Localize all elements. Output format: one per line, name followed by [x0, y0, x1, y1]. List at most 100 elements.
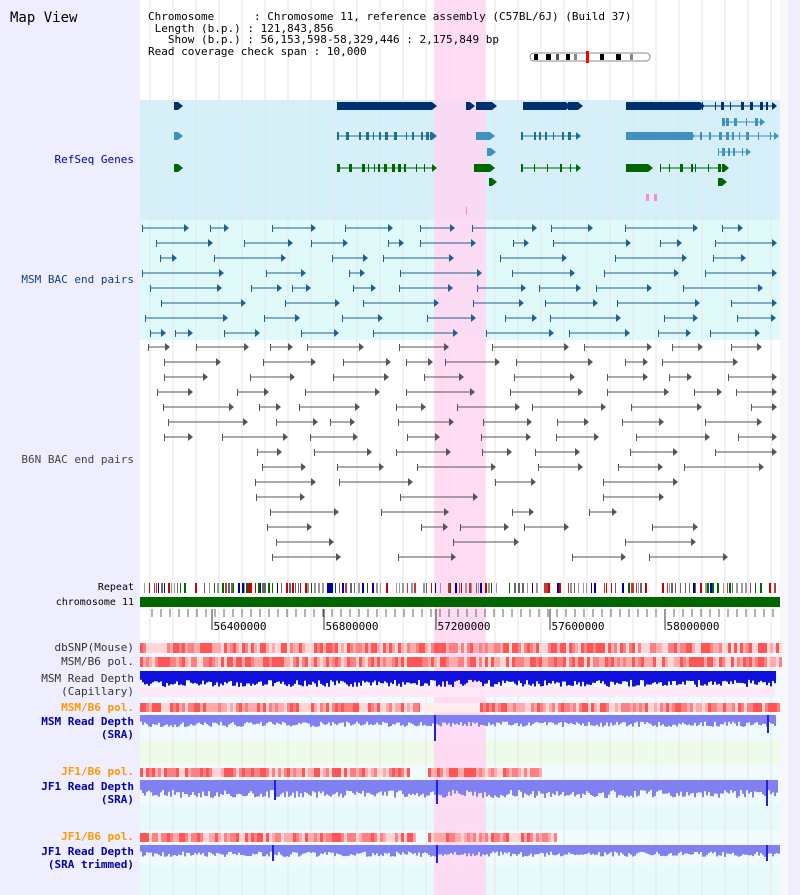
heat-cell — [746, 643, 749, 653]
heat-cell — [777, 703, 780, 712]
depth-bar — [558, 715, 560, 723]
heat-cell — [179, 833, 182, 842]
depth-bar — [222, 715, 224, 726]
depth-bar — [190, 780, 192, 795]
depth-bar — [164, 715, 166, 726]
jf1-depth-sra-label-1[interactable]: JF1 Read Depth — [41, 780, 134, 793]
depth-bar — [150, 715, 152, 727]
heat-cell — [398, 703, 401, 712]
depth-bar — [616, 671, 618, 683]
bac-end — [163, 404, 164, 411]
depth-bar — [486, 780, 488, 797]
depth-bar — [220, 715, 222, 722]
heat-cell — [191, 833, 194, 842]
heat-cell — [239, 703, 242, 712]
msm-bac-label[interactable]: MSM BAC end pairs — [21, 273, 134, 286]
bac-end-arrow — [564, 523, 569, 531]
depth-bar — [510, 780, 512, 790]
gene-exon — [722, 164, 725, 172]
depth-bar — [214, 671, 216, 685]
depth-bar — [582, 780, 584, 794]
jf1-depth-trimmed-label-1[interactable]: JF1 Read Depth — [41, 845, 134, 858]
depth-bar — [256, 845, 258, 855]
heat-cell — [687, 703, 690, 712]
depth-bar — [320, 845, 322, 854]
depth-bar — [292, 715, 294, 726]
bac-end — [457, 404, 458, 411]
depth-bar — [624, 780, 626, 798]
heat-cell — [317, 833, 320, 842]
depth-bar — [624, 671, 626, 682]
bac-end — [569, 330, 570, 337]
heat-cell — [353, 657, 356, 667]
depth-bar — [346, 780, 348, 791]
heat-cell — [302, 657, 305, 667]
heat-cell — [620, 657, 623, 667]
bac-end — [532, 404, 533, 411]
depth-bar — [326, 671, 328, 683]
depth-bar — [420, 845, 422, 857]
depth-bar — [450, 715, 452, 727]
b6n-bac-label[interactable]: B6N BAC end pairs — [21, 453, 134, 466]
refseq-genes-label[interactable]: RefSeq Genes — [54, 153, 134, 166]
depth-bar — [490, 845, 492, 854]
depth-bar — [604, 845, 606, 853]
depth-bar — [156, 671, 158, 682]
bac-end-arrow — [659, 493, 664, 501]
repeat-mark — [209, 583, 210, 593]
depth-bar — [210, 780, 212, 798]
heat-cell — [329, 643, 332, 653]
heat-cell — [281, 703, 284, 712]
depth-bar — [318, 780, 320, 792]
gene-exon — [426, 132, 429, 140]
depth-bar — [326, 715, 328, 725]
depth-bar — [752, 780, 754, 798]
bac-end — [737, 315, 738, 322]
bac-end-arrow — [757, 418, 762, 426]
heat-cell — [233, 768, 236, 777]
heat-cell — [287, 768, 290, 777]
heat-cell — [722, 643, 725, 653]
depth-bar — [230, 715, 232, 724]
show-label: Show (b.p.) — [167, 33, 241, 46]
jf1-b6-pol-label-2[interactable]: JF1/B6 pol. — [61, 830, 134, 843]
msm-depth-sra-label-1[interactable]: MSM Read Depth — [41, 715, 134, 728]
bac-end — [267, 524, 268, 531]
depth-bar — [616, 715, 618, 722]
heat-cell — [233, 657, 236, 667]
depth-bar — [566, 715, 568, 724]
depth-bar — [272, 780, 274, 791]
heat-cell — [365, 657, 368, 667]
heat-cell — [185, 643, 188, 653]
repeat-mark — [272, 583, 273, 593]
heat-cell — [642, 703, 645, 712]
depth-bar — [470, 780, 472, 792]
heat-cell — [353, 833, 356, 842]
heat-cell — [233, 703, 236, 712]
dbsnp-label[interactable]: dbSNP(Mouse) — [54, 641, 134, 654]
bac-end-arrow — [470, 388, 475, 396]
msm-b6-pol-label-2[interactable]: MSM/B6 pol. — [61, 701, 134, 714]
heat-cell — [359, 657, 362, 667]
depth-bar — [210, 671, 212, 682]
msm-depth-capillary-label-1[interactable]: MSM Read Depth — [41, 672, 134, 685]
depth-bar — [214, 845, 216, 856]
depth-bar — [412, 780, 414, 794]
depth-bar — [554, 780, 556, 796]
heat-cell — [575, 643, 578, 653]
heat-cell — [692, 657, 695, 667]
msm-b6-pol-label[interactable]: MSM/B6 pol. — [61, 655, 134, 668]
bac-end-arrow — [686, 329, 691, 337]
depth-bar — [628, 845, 630, 854]
gene-block — [568, 102, 578, 110]
depth-bar — [432, 780, 434, 792]
repeat-mark — [171, 583, 172, 593]
assembly-info: Chromosome : Chromosome 11, reference as… — [148, 10, 632, 58]
depth-bar — [492, 845, 494, 852]
heat-cell — [521, 833, 524, 842]
depth-bar — [546, 780, 548, 794]
jf1-b6-pol-label[interactable]: JF1/B6 pol. — [61, 765, 134, 778]
depth-bar — [652, 671, 654, 684]
depth-bar — [756, 671, 758, 685]
